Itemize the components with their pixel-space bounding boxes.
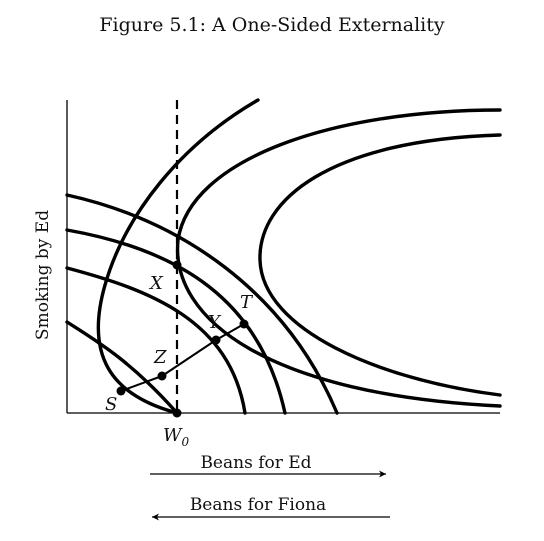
label-x: X xyxy=(148,273,164,294)
fiona-indifference-curve-1 xyxy=(96,98,260,415)
ed-indifference-curve-2 xyxy=(65,266,247,415)
label-t: T xyxy=(240,292,254,313)
point-t xyxy=(239,319,249,329)
label-w0: W0 xyxy=(163,425,190,449)
label-w-subscript: 0 xyxy=(182,435,190,449)
label-y: Y xyxy=(208,312,222,333)
ed-indifference-curve-4 xyxy=(65,193,339,415)
x-axis-label-fiona: Beans for Fiona xyxy=(190,495,326,515)
segment-y-t xyxy=(215,323,245,341)
ed-indifference-curve-1 xyxy=(65,320,179,415)
segment-z-y xyxy=(161,339,217,377)
ed-indifference-curve-3 xyxy=(65,228,287,415)
point-x xyxy=(172,260,182,270)
fiona-indifference-curve-3 xyxy=(258,133,502,397)
point-w0 xyxy=(172,408,182,418)
point-y xyxy=(211,335,221,345)
label-s: S xyxy=(105,394,117,415)
x-axis-label-ed: Beans for Ed xyxy=(200,453,311,473)
label-z: Z xyxy=(153,347,167,368)
point-s xyxy=(116,386,126,396)
arrow-fiona-head xyxy=(152,513,159,521)
point-z xyxy=(157,371,167,381)
y-axis-label: Smoking by Ed xyxy=(33,210,53,340)
label-w: W xyxy=(163,425,183,446)
figure-title: Figure 5.1: A One-Sided Externality xyxy=(99,14,445,36)
arrow-ed-head xyxy=(379,470,386,478)
segment-s-z xyxy=(120,375,163,392)
